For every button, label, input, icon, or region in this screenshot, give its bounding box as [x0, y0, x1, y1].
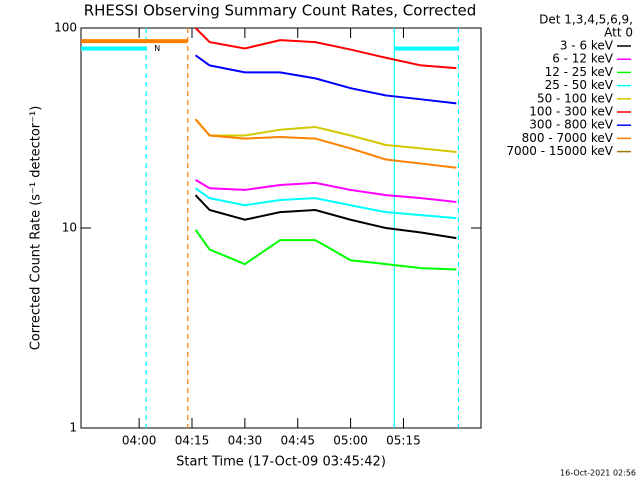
- x-tick-label: 04:00: [122, 434, 157, 448]
- legend-title: Det 1,3,4,5,6,9,: [539, 13, 633, 27]
- chart-title: RHESSI Observing Summary Count Rates, Co…: [84, 2, 477, 20]
- plot-frame: [80, 27, 482, 429]
- timestamp: 16-Oct-2021 02:56: [560, 469, 636, 478]
- y-tick-label: 1: [69, 421, 77, 435]
- legend-label: 25 - 50 keV: [545, 78, 614, 92]
- x-tick-label: 04:30: [228, 434, 263, 448]
- series-line: [194, 194, 457, 240]
- legend-label: 50 - 100 keV: [537, 91, 614, 105]
- x-tick-label: 04:15: [175, 434, 210, 448]
- legend-title: Att 0: [604, 26, 633, 40]
- series-line: [194, 54, 457, 105]
- x-axis-label: Start Time (17-Oct-09 03:45:42): [176, 455, 386, 470]
- x-tick-label: 04:45: [280, 434, 315, 448]
- y-tick-label: 10: [62, 221, 77, 235]
- series-line: [194, 118, 457, 169]
- legend-label: 6 - 12 keV: [552, 52, 614, 66]
- series-line: [194, 118, 457, 153]
- annotation: N: [154, 44, 160, 53]
- series-line: [195, 179, 457, 203]
- legend-label: 7000 - 15000 keV: [506, 144, 613, 158]
- legend-label: 300 - 800 keV: [529, 118, 613, 132]
- y-axis-label: Corrected Count Rate (s⁻¹ detector⁻¹): [29, 106, 44, 351]
- x-tick-label: 05:15: [386, 434, 421, 448]
- x-tick-label: 05:00: [333, 434, 368, 448]
- series-line: [194, 229, 457, 271]
- legend-label: 100 - 300 keV: [529, 105, 613, 119]
- series-line: [194, 27, 457, 70]
- legend-label: 3 - 6 keV: [560, 39, 614, 53]
- legend-label: 800 - 7000 keV: [522, 131, 614, 145]
- y-tick-label: 100: [54, 21, 77, 35]
- legend-label: 12 - 25 keV: [545, 65, 614, 79]
- series-line: [194, 187, 457, 220]
